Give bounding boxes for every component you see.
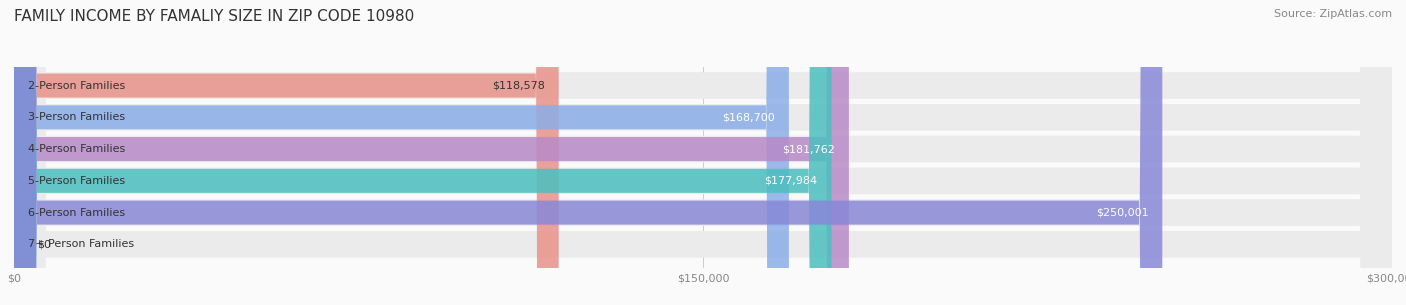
Text: $181,762: $181,762 [782, 144, 835, 154]
FancyBboxPatch shape [14, 0, 1392, 305]
Text: $168,700: $168,700 [723, 112, 775, 122]
Text: $177,984: $177,984 [765, 176, 818, 186]
Text: $118,578: $118,578 [492, 81, 546, 91]
Text: 6-Person Families: 6-Person Families [28, 208, 125, 217]
FancyBboxPatch shape [14, 0, 789, 305]
Text: 3-Person Families: 3-Person Families [28, 112, 125, 122]
FancyBboxPatch shape [14, 0, 1392, 305]
FancyBboxPatch shape [14, 0, 1392, 305]
FancyBboxPatch shape [14, 0, 1392, 305]
Text: Source: ZipAtlas.com: Source: ZipAtlas.com [1274, 9, 1392, 19]
Text: $250,001: $250,001 [1095, 208, 1149, 217]
Text: 5-Person Families: 5-Person Families [28, 176, 125, 186]
Text: 7+ Person Families: 7+ Person Families [28, 239, 134, 249]
FancyBboxPatch shape [14, 0, 1392, 305]
Text: 4-Person Families: 4-Person Families [28, 144, 125, 154]
Text: FAMILY INCOME BY FAMALIY SIZE IN ZIP CODE 10980: FAMILY INCOME BY FAMALIY SIZE IN ZIP COD… [14, 9, 415, 24]
FancyBboxPatch shape [14, 0, 1163, 305]
Text: 2-Person Families: 2-Person Families [28, 81, 125, 91]
FancyBboxPatch shape [14, 0, 1392, 305]
FancyBboxPatch shape [14, 0, 831, 305]
FancyBboxPatch shape [14, 0, 849, 305]
FancyBboxPatch shape [14, 0, 558, 305]
Text: $0: $0 [37, 239, 51, 249]
